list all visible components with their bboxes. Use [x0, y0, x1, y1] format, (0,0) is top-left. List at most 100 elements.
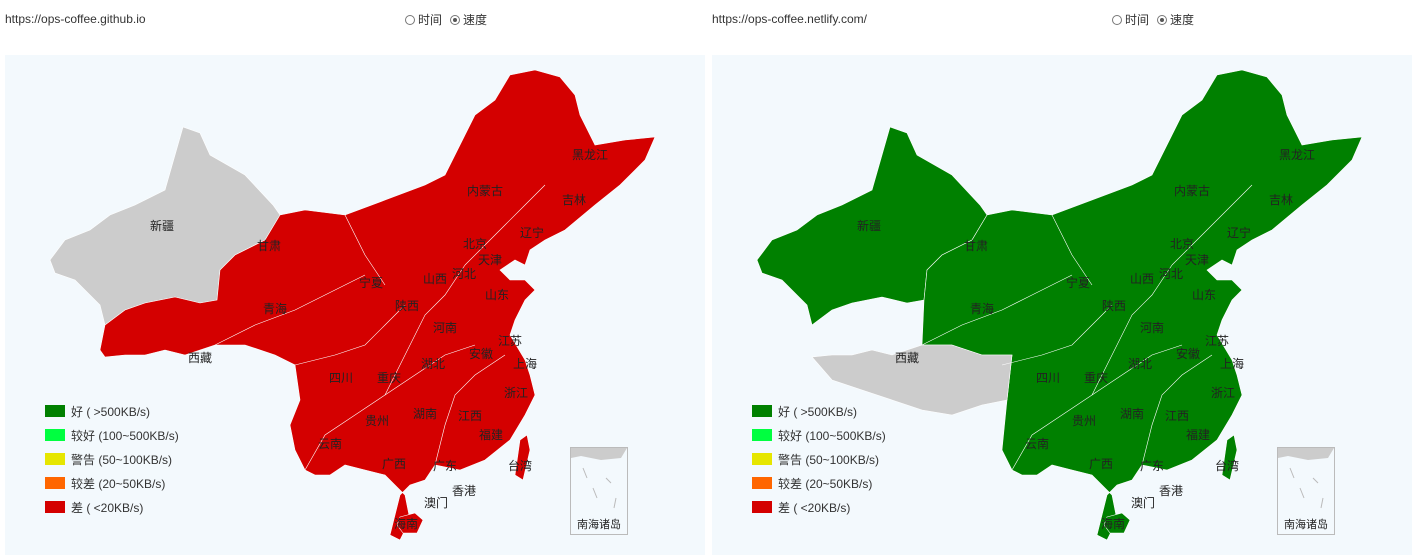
radio-time-label: 时间	[1125, 13, 1150, 27]
legend-item[interactable]: 差 ( <20KB/s)	[752, 495, 886, 519]
legend-item[interactable]: 警告 (50~100KB/s)	[752, 447, 886, 471]
right-radio-group: 时间 速度	[1112, 11, 1194, 28]
inset-label: 南海诸岛	[1284, 519, 1328, 531]
legend-label: 好 ( >500KB/s)	[778, 404, 858, 419]
legend-item[interactable]: 警告 (50~100KB/s)	[45, 447, 179, 471]
legend-item[interactable]: 较差 (20~50KB/s)	[752, 471, 886, 495]
south-china-sea-inset: 南海诸岛	[570, 447, 628, 535]
label-shanghai: 上海	[513, 356, 537, 371]
right-panel-header: https://ops-coffee.netlify.com/ 时间 速度	[712, 0, 1412, 40]
label-guangdong: 广东	[433, 459, 457, 473]
label-tianjin: 天津	[1185, 253, 1209, 267]
label-aomen: 澳门	[1131, 495, 1155, 510]
left-china-map: 新疆 甘肃 青海 西藏 宁夏 陕西 四川 重庆 云南 贵州 广西 广东 湖南 湖…	[49, 69, 656, 541]
region-xizang[interactable]	[811, 344, 1013, 416]
label-beijing: 北京	[1170, 237, 1194, 251]
legend-item[interactable]: 差 ( <20KB/s)	[45, 495, 179, 519]
label-xinjiang: 新疆	[857, 218, 881, 233]
swatch-warn	[752, 453, 772, 465]
left-url[interactable]: https://ops-coffee.github.io	[5, 12, 146, 26]
left-radio-speed[interactable]: 速度	[450, 11, 487, 28]
label-xianggang: 香港	[452, 484, 476, 498]
label-yunnan: 云南	[1025, 436, 1049, 451]
label-xinjiang: 新疆	[150, 218, 174, 233]
right-legend: 好 ( >500KB/s) 较好 (100~500KB/s) 警告 (50~10…	[752, 399, 886, 519]
label-sichuan: 四川	[329, 371, 353, 385]
province-borders	[921, 184, 1253, 471]
left-radio-time[interactable]: 时间	[405, 11, 442, 28]
label-ningxia: 宁夏	[1066, 275, 1090, 290]
label-zhejiang: 浙江	[1211, 386, 1235, 400]
label-jilin: 吉林	[562, 193, 586, 207]
swatch-fine	[45, 429, 65, 441]
radio-speed-label: 速度	[463, 13, 488, 27]
swatch-fine	[752, 429, 772, 441]
label-hunan: 湖南	[1120, 406, 1144, 421]
left-radio-group: 时间 速度	[405, 11, 487, 28]
label-sichuan: 四川	[1036, 371, 1060, 385]
label-henan: 河南	[433, 320, 457, 335]
label-neimenggu: 内蒙古	[467, 183, 503, 198]
swatch-warn	[45, 453, 65, 465]
label-zhejiang: 浙江	[504, 386, 528, 400]
label-hebei: 河北	[1159, 267, 1183, 281]
label-guangxi: 广西	[382, 457, 406, 471]
label-jiangxi: 江西	[1165, 409, 1189, 423]
label-hubei: 湖北	[421, 356, 445, 371]
label-shaanxi: 陕西	[395, 298, 419, 313]
inset-label: 南海诸岛	[577, 519, 621, 531]
label-chongqing: 重庆	[377, 371, 401, 385]
label-hebei: 河北	[452, 267, 476, 281]
region-taiwan[interactable]	[514, 434, 531, 481]
label-anhui: 安徽	[1176, 346, 1200, 361]
legend-item[interactable]: 较好 (100~500KB/s)	[752, 423, 886, 447]
label-heilongjiang: 黑龙江	[1279, 148, 1315, 162]
label-hubei: 湖北	[1128, 356, 1152, 371]
legend-item[interactable]: 较好 (100~500KB/s)	[45, 423, 179, 447]
label-jiangsu: 江苏	[1205, 334, 1229, 348]
right-map: 新疆 甘肃 青海 西藏 宁夏 陕西 四川 重庆 云南 贵州 广西 广东 湖南 湖…	[712, 55, 1412, 555]
swatch-poor	[752, 477, 772, 489]
label-liaoning: 辽宁	[520, 225, 544, 240]
label-guangxi: 广西	[1089, 457, 1113, 471]
label-shanxi: 山西	[1130, 272, 1154, 286]
label-henan: 河南	[1140, 320, 1164, 335]
region-hainan[interactable]	[396, 512, 424, 534]
legend-label: 警告 (50~100KB/s)	[778, 452, 880, 467]
swatch-good	[752, 405, 772, 417]
radio-time-label: 时间	[418, 13, 443, 27]
label-yunnan: 云南	[318, 436, 342, 451]
legend-item[interactable]: 好 ( >500KB/s)	[752, 399, 886, 423]
label-gansu: 甘肃	[964, 239, 988, 253]
province-borders	[214, 184, 546, 471]
label-jiangsu: 江苏	[498, 334, 522, 348]
legend-label: 警告 (50~100KB/s)	[71, 452, 173, 467]
label-jilin: 吉林	[1269, 193, 1293, 207]
radio-speed-label: 速度	[1170, 13, 1195, 27]
label-xianggang: 香港	[1159, 484, 1183, 498]
legend-item[interactable]: 好 ( >500KB/s)	[45, 399, 179, 423]
legend-label: 较差 (20~50KB/s)	[71, 476, 166, 491]
label-hainan: 海南	[394, 516, 418, 531]
swatch-bad	[752, 501, 772, 513]
swatch-bad	[45, 501, 65, 513]
radio-dot-icon	[405, 14, 415, 25]
region-hainan[interactable]	[1103, 512, 1131, 534]
legend-item[interactable]: 较差 (20~50KB/s)	[45, 471, 179, 495]
label-fujian: 福建	[479, 427, 503, 442]
radio-dot-selected-icon	[450, 14, 461, 25]
label-taiwan: 台湾	[1215, 458, 1239, 473]
region-mainland[interactable]	[99, 69, 656, 541]
label-shandong: 山东	[485, 288, 509, 302]
label-aomen: 澳门	[424, 495, 448, 510]
province-labels: 新疆 甘肃 青海 西藏 宁夏 陕西 四川 重庆 云南 贵州 广西 广东 湖南 湖…	[857, 148, 1315, 531]
right-radio-speed[interactable]: 速度	[1157, 11, 1194, 28]
right-url[interactable]: https://ops-coffee.netlify.com/	[712, 12, 867, 26]
label-jiangxi: 江西	[458, 409, 482, 423]
swatch-good	[45, 405, 65, 417]
legend-label: 好 ( >500KB/s)	[71, 404, 151, 419]
region-taiwan[interactable]	[1221, 434, 1238, 481]
label-shanxi: 山西	[423, 272, 447, 286]
legend-label: 差 ( <20KB/s)	[71, 500, 144, 515]
right-radio-time[interactable]: 时间	[1112, 11, 1149, 28]
